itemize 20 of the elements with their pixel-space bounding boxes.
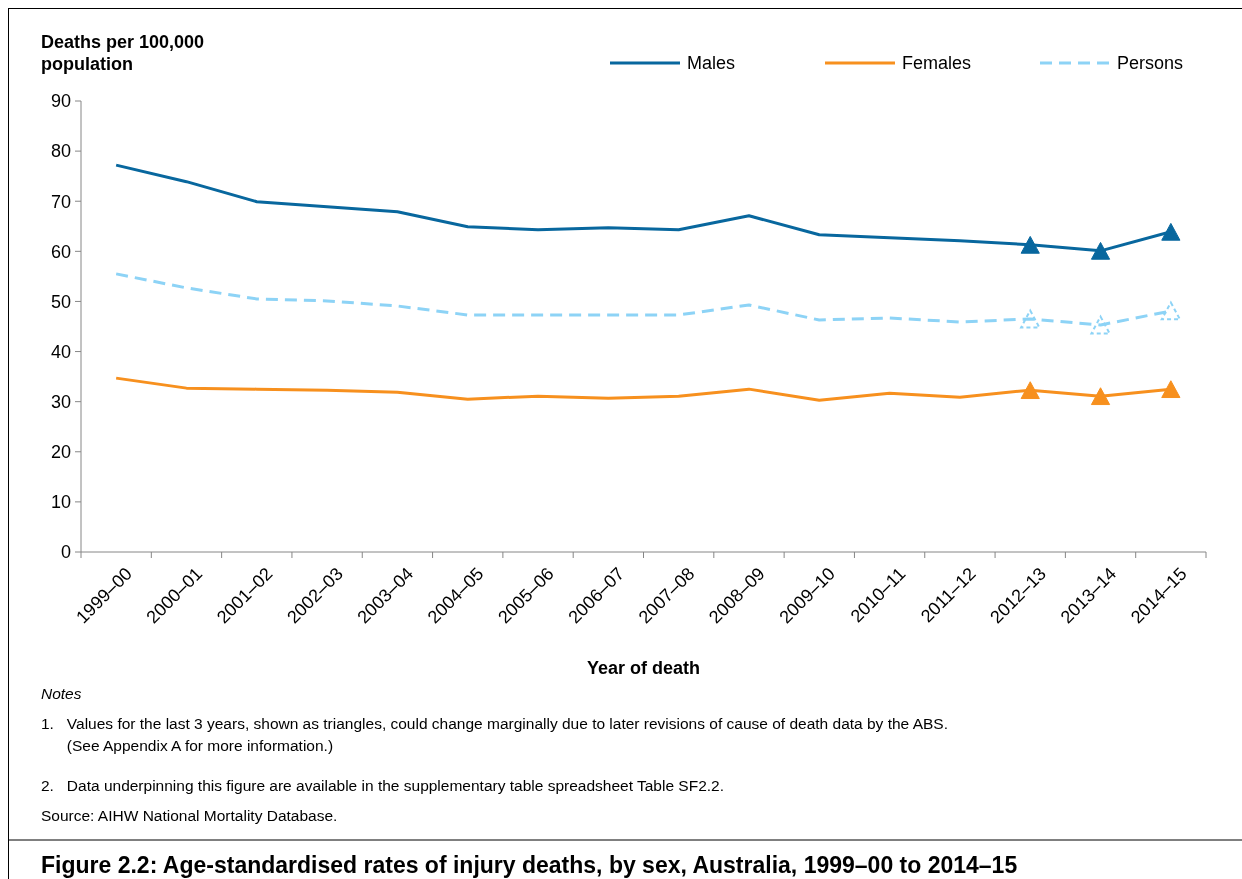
legend-label: Females bbox=[902, 53, 972, 74]
y-axis-title: Deaths per 100,000 population bbox=[41, 32, 205, 74]
text: Notes bbox=[41, 685, 82, 702]
text: 2. Data underpinning this figure are available in the supplementary table spreadsheet Table SF2.2. bbox=[41, 777, 725, 794]
text: 1. Values for the last 3 years, shown as triangles, could change marginally due to later revisions of cause of death data by the ABS. (See Appendix A for more information.) bbox=[41, 715, 948, 754]
y-tick-label: 10 bbox=[50, 492, 71, 513]
y-tick-label: 0 bbox=[60, 542, 71, 563]
source-note: Source: AIHW National Mortality Database. bbox=[41, 807, 338, 824]
y-tick-label: 70 bbox=[50, 191, 71, 212]
y-tick-label: 40 bbox=[50, 341, 71, 362]
y-tick-label: 60 bbox=[50, 241, 71, 262]
x-axis-title: Year of death bbox=[586, 658, 701, 678]
y-tick-label: 30 bbox=[50, 391, 71, 412]
y-tick-label: 80 bbox=[50, 141, 71, 162]
legend-label: Persons bbox=[1117, 53, 1184, 74]
text: Figure 2.2: Age-standardised rates of injury deaths, by sex, Australia, 1999–00 to 2014–15 bbox=[41, 852, 1018, 878]
y-tick-label: 90 bbox=[50, 91, 71, 112]
legend-label: Males bbox=[687, 53, 736, 74]
y-tick-label: 20 bbox=[50, 442, 71, 463]
y-tick-label: 50 bbox=[50, 291, 71, 312]
